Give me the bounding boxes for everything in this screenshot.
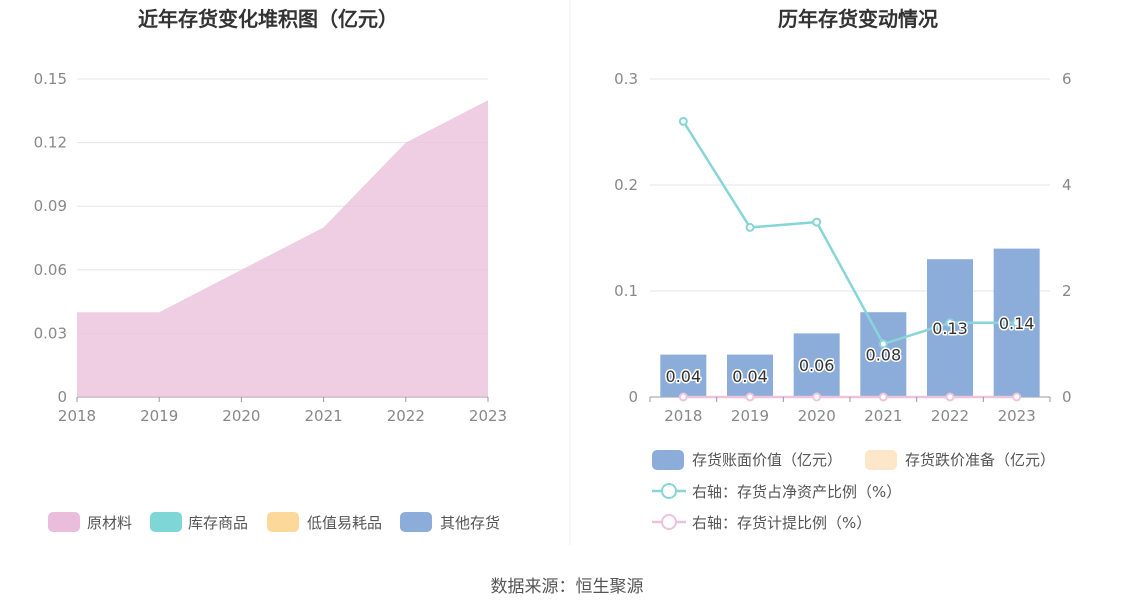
legend-marker xyxy=(661,514,677,530)
inventory-stacked-area-chart: 近年存货变化堆积图（亿元） 0 0.03 0.06 0.09 0.12 0.15 2018… xyxy=(34,7,507,532)
legend-marker xyxy=(661,483,677,499)
y-tick-label: 0.2 xyxy=(614,176,638,194)
x-tick-label: 2022 xyxy=(931,407,969,425)
x-tick-label: 2023 xyxy=(998,407,1036,425)
left-chart-title: 近年存货变化堆积图（亿元） xyxy=(138,7,398,31)
bar-data-label: 0.14 xyxy=(999,314,1035,333)
legend-label: 右轴：存货计提比例（%） xyxy=(692,514,871,532)
line-point xyxy=(878,339,888,349)
y-tick-label: 0 xyxy=(57,388,67,406)
line-point xyxy=(1012,318,1022,328)
bar-data-label: 0.13 xyxy=(932,319,968,338)
bar-data-label: 0.04 xyxy=(666,367,702,386)
x-tick-label: 2018 xyxy=(58,407,96,425)
data-source-note: 数据来源：恒生聚源 xyxy=(491,577,644,597)
bar xyxy=(793,333,840,397)
x-tick-label: 2020 xyxy=(222,407,260,425)
area-series-0 xyxy=(77,100,488,397)
line-point xyxy=(678,392,688,402)
x-tick-label: 2018 xyxy=(664,407,702,425)
y-tick-label: 0 xyxy=(628,388,638,406)
line-series-2 xyxy=(682,120,1017,346)
bar-data-label: 0.06 xyxy=(799,356,835,375)
x-tick-label: 2019 xyxy=(140,407,178,425)
bar xyxy=(727,354,773,397)
legend-label: 原材料 xyxy=(87,514,132,532)
y2-tick-label: 0 xyxy=(1062,388,1072,406)
y-tick-label: 0.06 xyxy=(34,261,67,279)
line-point xyxy=(745,222,755,232)
x-tick-label: 2023 xyxy=(469,407,507,425)
legend-label: 存货跌价准备（亿元） xyxy=(905,451,1055,469)
bar xyxy=(660,354,707,397)
y-tick-label: 0.12 xyxy=(34,134,67,152)
line-point xyxy=(812,392,822,402)
y-tick-label: 0.03 xyxy=(34,324,67,342)
line-point xyxy=(745,392,755,402)
legend-label: 存货账面价值（亿元） xyxy=(692,451,842,469)
y-tick-label: 0.1 xyxy=(614,282,638,300)
bar-data-label: 0.04 xyxy=(732,367,768,386)
x-tick-label: 2019 xyxy=(731,407,769,425)
legend-swatch xyxy=(150,512,182,532)
bar xyxy=(860,312,907,397)
legend-swatch xyxy=(865,450,897,470)
x-tick-label: 2021 xyxy=(305,407,343,425)
line-point xyxy=(678,116,688,126)
legend-label: 右轴：存货占净资产比例（%） xyxy=(692,483,901,501)
y-tick-label: 0.3 xyxy=(614,70,638,88)
y-tick-label: 0.15 xyxy=(34,70,67,88)
line-point xyxy=(945,318,955,328)
line-point xyxy=(878,392,888,402)
bar-data-label: 0.08 xyxy=(866,346,902,365)
legend-swatch xyxy=(48,512,80,532)
legend-swatch xyxy=(400,512,432,532)
y2-tick-label: 4 xyxy=(1062,176,1072,194)
line-point xyxy=(945,392,955,402)
x-tick-label: 2021 xyxy=(864,407,902,425)
y-tick-label: 0.09 xyxy=(34,197,67,215)
legend-label: 低值易耗品 xyxy=(307,514,382,532)
line-point xyxy=(812,217,822,227)
line-point xyxy=(1012,392,1022,402)
x-tick-label: 2022 xyxy=(387,407,425,425)
right-chart-title: 历年存货变动情况 xyxy=(778,7,938,31)
legend-label: 其他存货 xyxy=(440,514,500,532)
legend-swatch xyxy=(267,512,299,532)
y2-tick-label: 2 xyxy=(1062,282,1072,300)
legend-label: 库存商品 xyxy=(188,514,248,532)
y2-tick-label: 6 xyxy=(1062,70,1072,88)
x-tick-label: 2020 xyxy=(798,407,836,425)
inventory-change-bar-line-chart: 历年存货变动情况 0.04 0.04 0.06 0.08 0.13 0.14 0 0.1 0.… xyxy=(614,7,1071,532)
legend-swatch xyxy=(652,450,684,470)
